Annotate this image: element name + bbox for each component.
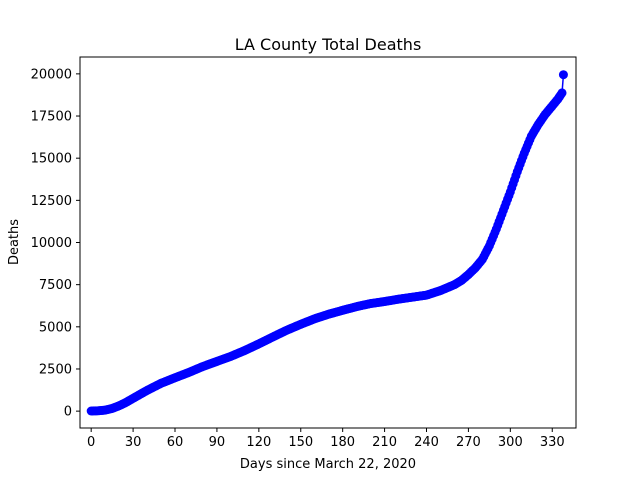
x-tick-label: 0 xyxy=(87,435,95,450)
y-tick-label: 20000 xyxy=(31,67,72,82)
y-tick-label: 7500 xyxy=(39,278,72,293)
x-tick-label: 120 xyxy=(246,435,271,450)
x-tick-label: 240 xyxy=(414,435,439,450)
y-tick-label: 5000 xyxy=(39,320,72,335)
x-tick-label: 210 xyxy=(372,435,397,450)
x-tick-label: 150 xyxy=(288,435,313,450)
y-tick-label: 15000 xyxy=(31,152,72,167)
y-axis-label: Deaths xyxy=(7,219,22,265)
y-tick-label: 10000 xyxy=(31,236,72,251)
x-tick-label: 180 xyxy=(330,435,355,450)
series-layer xyxy=(86,70,568,416)
x-tick-label: 300 xyxy=(498,435,523,450)
x-tick-label: 270 xyxy=(456,435,481,450)
data-point xyxy=(557,88,567,98)
x-tick-label: 30 xyxy=(125,435,142,450)
data-point xyxy=(558,70,568,80)
x-axis-label: Days since March 22, 2020 xyxy=(240,457,416,472)
chart-title: LA County Total Deaths xyxy=(235,35,422,54)
y-tick-label: 17500 xyxy=(31,110,72,125)
x-tick-label: 90 xyxy=(209,435,226,450)
x-tick-label: 330 xyxy=(540,435,565,450)
y-tick-label: 12500 xyxy=(31,194,72,209)
y-axis: 0 2500 5000 7500 10000 12500 15000 17500 20000 xyxy=(31,67,80,420)
y-tick-label: 2500 xyxy=(39,362,72,377)
x-axis: 0 30 60 90 120 150 180 210 240 270 300 330 xyxy=(87,428,565,450)
x-tick-label: 60 xyxy=(167,435,184,450)
y-tick-label: 0 xyxy=(64,405,72,420)
